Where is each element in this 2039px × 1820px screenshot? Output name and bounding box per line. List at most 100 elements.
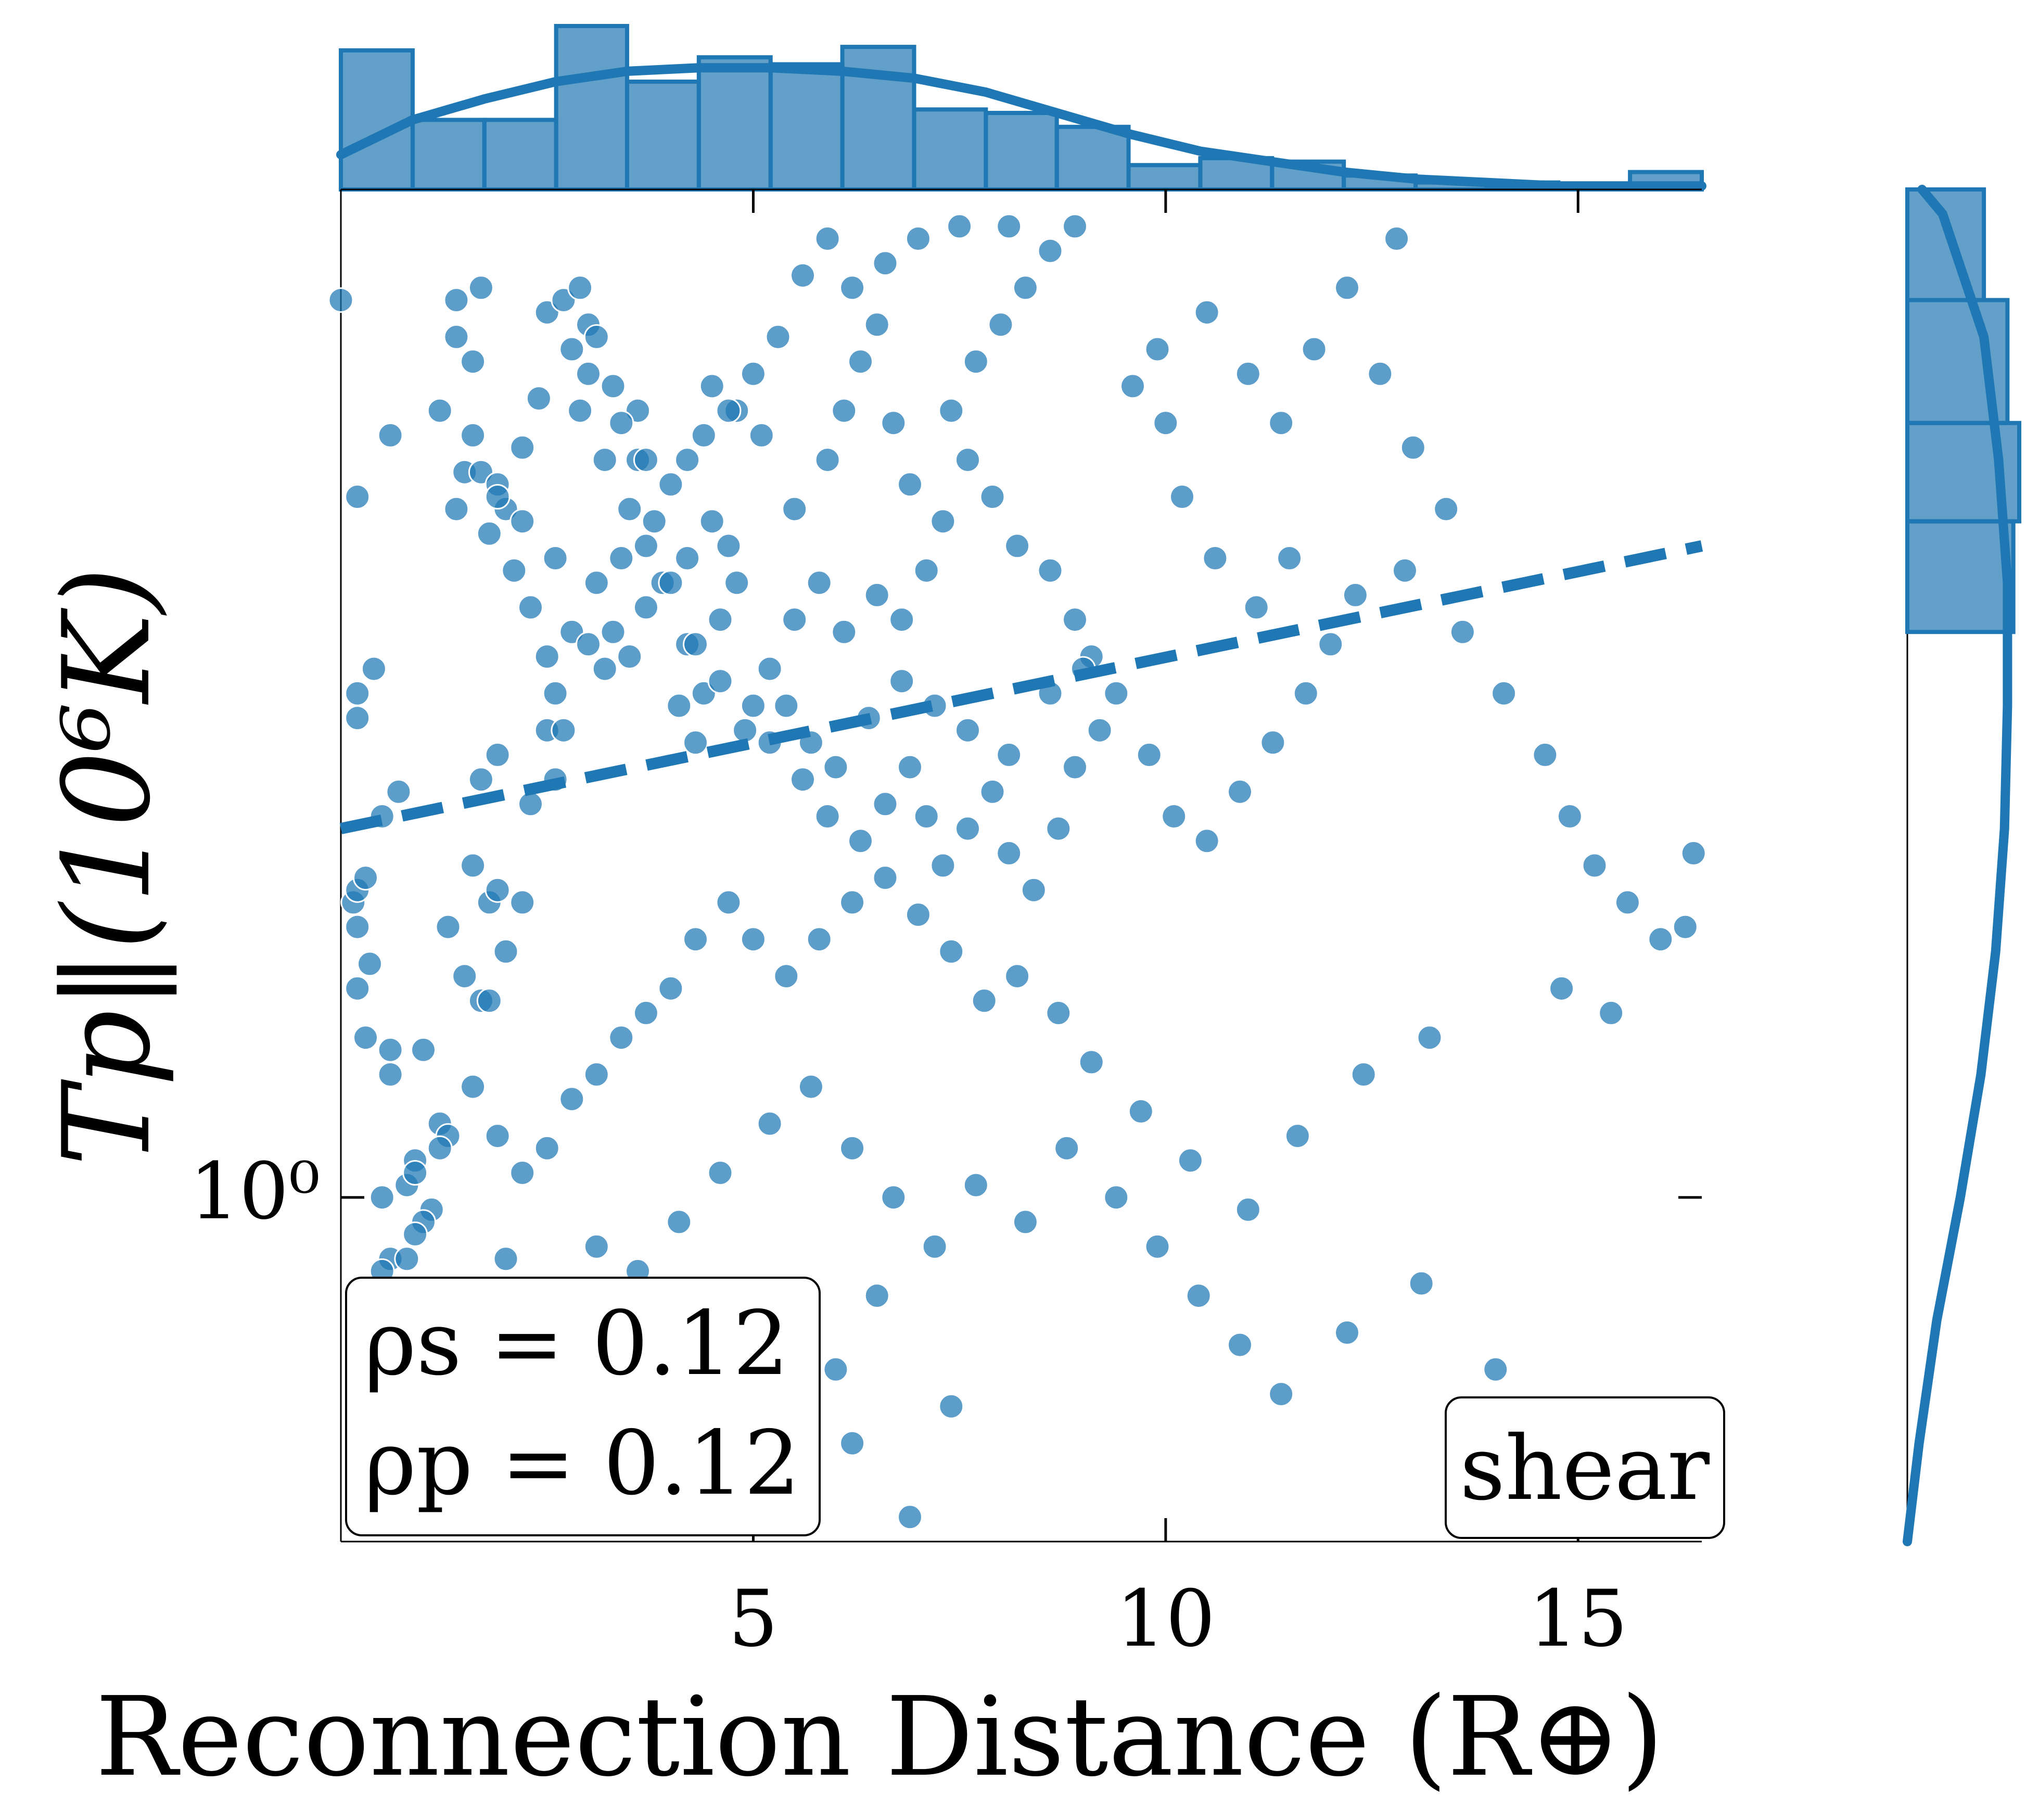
regression-line: [339, 540, 1703, 834]
scatter-point: [848, 828, 873, 854]
right-hist-bar: [1905, 187, 1986, 302]
scatter-point: [930, 508, 956, 534]
scatter-point: [1202, 545, 1228, 571]
scatter-point: [534, 644, 560, 669]
label-text: shear: [1460, 1417, 1710, 1520]
scatter-point: [839, 1135, 865, 1161]
scatter-point: [1103, 1185, 1129, 1211]
scatter-point: [872, 791, 898, 817]
scatter-point: [814, 447, 840, 473]
scatter-point: [1087, 717, 1113, 743]
scatter-point: [460, 422, 486, 448]
scatter-point: [996, 742, 1022, 768]
scatter-point: [913, 804, 939, 829]
x-tick-label: 5: [729, 1574, 778, 1664]
stats-line-1: ρs = 0.12: [364, 1292, 789, 1395]
scatter-point: [633, 594, 659, 620]
scatter-point: [518, 791, 543, 817]
scatter-point: [1227, 779, 1253, 805]
scatter-point: [1614, 889, 1640, 915]
scatter-point: [443, 287, 469, 313]
scatter-point: [889, 668, 915, 694]
scatter-point: [674, 545, 700, 571]
scatter-point: [534, 1135, 560, 1161]
scatter-point: [938, 398, 964, 424]
scatter-point: [666, 1209, 692, 1235]
scatter-point: [1062, 754, 1088, 780]
scatter-point: [567, 275, 593, 301]
scatter-point: [328, 287, 354, 313]
top-hist-bar: [482, 118, 558, 192]
scatter-point: [1136, 742, 1162, 768]
scatter-point: [526, 386, 552, 411]
scatter-point: [773, 963, 799, 989]
y-axis-title: Tp‖(10⁶K): [38, 567, 177, 1166]
scatter-point: [1342, 582, 1368, 608]
scatter-point: [394, 1246, 420, 1272]
scatter-point: [1491, 680, 1517, 706]
scatter-point: [435, 914, 461, 940]
scatter-point: [707, 668, 733, 694]
scatter-point: [955, 816, 980, 842]
scatter-point: [576, 631, 601, 657]
scatter-point: [683, 926, 708, 952]
top-hist-bar: [410, 118, 487, 192]
scatter-point: [1194, 299, 1220, 325]
scatter-point: [831, 398, 857, 424]
scatter-point: [600, 373, 626, 399]
scatter-point: [1046, 1000, 1072, 1026]
scatter-point: [1400, 435, 1426, 461]
scatter-point: [897, 1504, 923, 1530]
scatter-point: [691, 422, 717, 448]
scatter-point: [460, 852, 486, 879]
top-hist-bar: [625, 79, 701, 192]
top-hist-bar: [696, 55, 773, 192]
scatter-point: [353, 865, 378, 891]
scatter-point: [443, 496, 469, 522]
scatter-point: [658, 472, 684, 498]
x-tick-label: 10: [1116, 1574, 1215, 1664]
scatter-point: [1054, 1135, 1080, 1161]
scatter-point: [683, 631, 708, 657]
scatter-point: [633, 447, 659, 473]
scatter-point: [592, 656, 618, 682]
scatter-point: [1483, 1356, 1509, 1382]
scatter-point: [955, 717, 980, 743]
scatter-point: [427, 398, 453, 424]
scatter-point: [782, 607, 808, 633]
scatter-point: [509, 889, 536, 915]
scatter-point: [971, 988, 997, 1014]
scatter-point: [476, 988, 502, 1014]
right-hist-bar: [1905, 519, 2016, 634]
scatter-point: [1161, 804, 1187, 829]
scatter-point: [782, 496, 808, 522]
scatter-point: [345, 914, 371, 940]
scatter-point: [576, 361, 601, 387]
scatter-point: [913, 557, 939, 583]
scatter-point: [864, 582, 890, 608]
main-axes: [340, 188, 1702, 1543]
scatter-point: [460, 349, 486, 375]
right-kde-curve: [1903, 185, 2012, 1546]
scatter-point: [485, 484, 511, 510]
scatter-point: [1268, 410, 1294, 436]
scatter-point: [641, 508, 667, 534]
top-hist-bar: [912, 107, 988, 192]
scatter-point: [1392, 557, 1418, 583]
scatter-point: [542, 545, 568, 571]
scatter-point: [864, 312, 890, 338]
scatter-point: [683, 730, 708, 756]
scatter-point: [979, 779, 1005, 805]
scatter-point: [1277, 545, 1303, 571]
scatter-point: [897, 754, 923, 780]
scatter-point: [509, 1160, 536, 1186]
scatter-point: [732, 717, 758, 743]
scatter-point: [757, 1111, 783, 1137]
label-annotation: shear: [1445, 1396, 1725, 1539]
scatter-point: [402, 1221, 428, 1247]
x-ticks: 5 10 15: [729, 189, 1628, 1664]
scatter-point: [699, 508, 725, 534]
scatter-point: [1408, 1270, 1434, 1296]
scatter-point: [509, 508, 536, 534]
